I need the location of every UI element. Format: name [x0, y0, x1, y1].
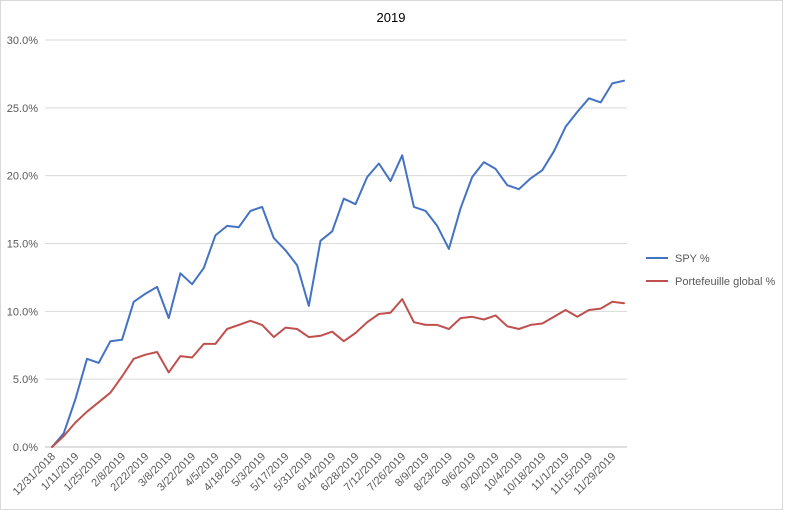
- x-axis-ticks: 12/31/20181/11/20191/25/20192/8/20192/22…: [11, 451, 619, 498]
- y-tick-label: 15.0%: [7, 239, 38, 251]
- y-tick-label: 30.0%: [7, 35, 38, 47]
- grid-lines: [45, 39, 627, 448]
- series-line-spy: [51, 79, 625, 448]
- series-line-portefeuille-global: [51, 298, 625, 448]
- y-tick-label: 5.0%: [13, 374, 38, 386]
- y-tick-label: 20.0%: [7, 171, 38, 183]
- series-lines: [51, 79, 625, 448]
- y-tick-label: 25.0%: [7, 103, 38, 115]
- y-tick-label: 0.0%: [13, 442, 38, 454]
- legend-label: Portefeuille global %: [675, 276, 776, 288]
- chart-title: 2019: [377, 10, 406, 25]
- y-tick-label: 10.0%: [7, 306, 38, 318]
- legend-label: SPY %: [675, 253, 710, 265]
- legend: SPY % Portefeuille global %: [646, 253, 776, 288]
- y-axis-ticks: 0.0% 5.0% 10.0% 15.0% 20.0% 25.0% 30.0%: [7, 35, 38, 454]
